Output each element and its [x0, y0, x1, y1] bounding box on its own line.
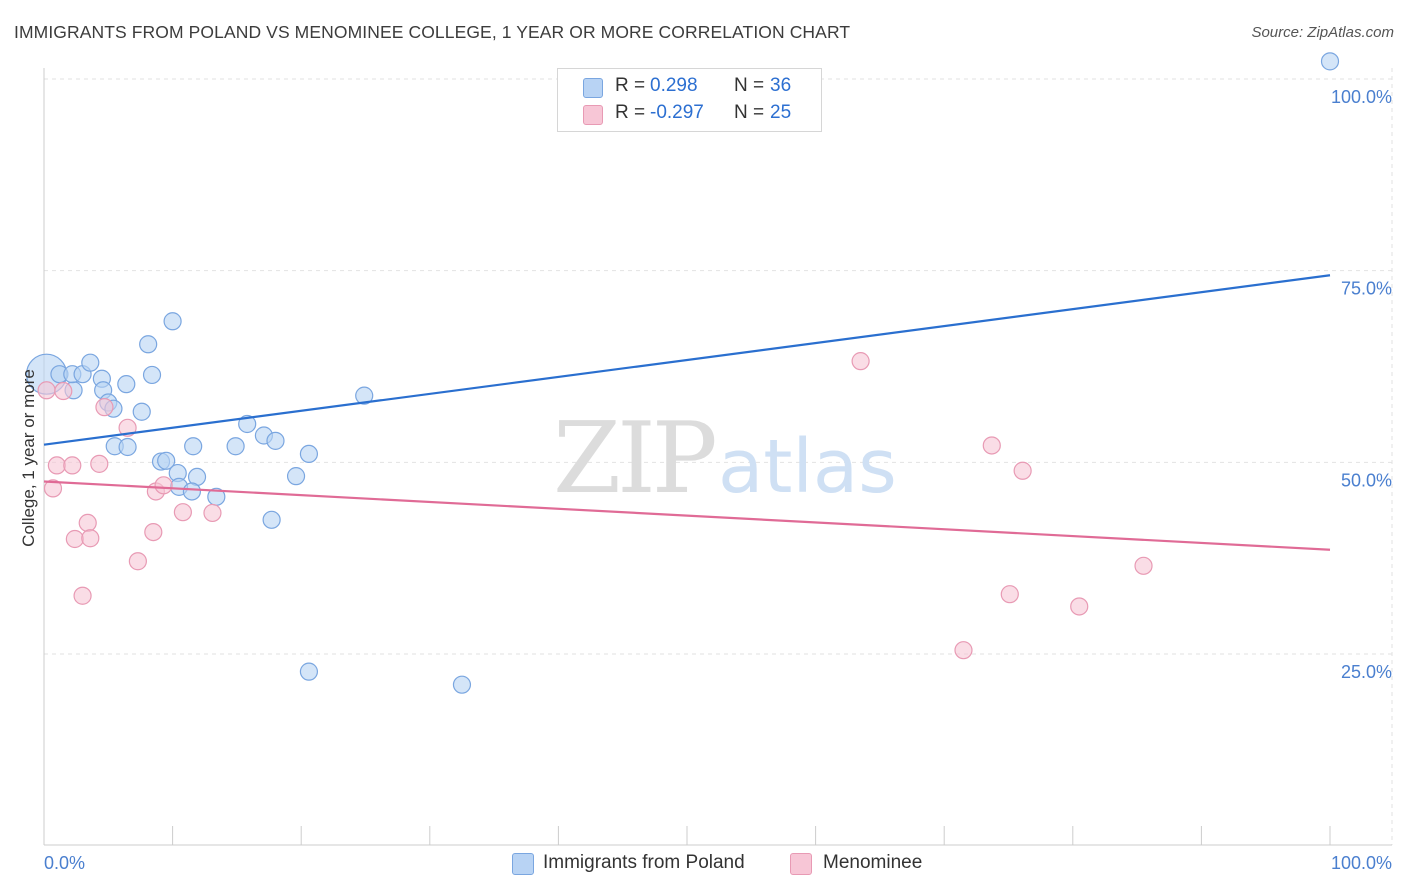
data-point-menominee — [81, 529, 100, 548]
legend-n-value: 36 — [770, 75, 792, 96]
y-tick-label: 75.0% — [1341, 279, 1392, 299]
legend-swatch-poland — [583, 78, 603, 98]
data-point-poland — [286, 467, 306, 486]
data-point-menominee — [73, 586, 92, 605]
data-point-poland — [139, 335, 158, 354]
axis-labels: College, 1 year or more 25.0% 50.0% 75.0% 1… — [19, 87, 1392, 873]
data-point-poland — [182, 482, 201, 501]
data-point-menominee — [851, 352, 870, 371]
y-tick-label: 50.0% — [1341, 470, 1392, 490]
data-point-menominee — [173, 503, 192, 522]
chart-title: IMMIGRANTS FROM POLAND VS MENOMINEE COLL… — [14, 22, 851, 42]
series-legend: Immigrants from Poland Menominee — [0, 852, 1406, 878]
axes — [43, 68, 1392, 846]
data-points — [25, 52, 1340, 694]
data-point-poland — [184, 437, 203, 456]
series-label-menominee: Menominee — [823, 852, 923, 873]
legend-swatch-menominee — [583, 105, 603, 125]
grid-lines — [44, 68, 1393, 845]
watermark-zip: ZIP — [553, 402, 715, 516]
data-point-menominee — [1070, 597, 1089, 616]
data-point-menominee — [63, 456, 82, 475]
legend-r-value: 0.298 — [650, 75, 698, 96]
legend-n-label: N = — [734, 102, 765, 123]
trend-line-poland — [43, 274, 1331, 446]
data-point-menominee — [1000, 585, 1019, 604]
data-point-menominee — [65, 529, 84, 549]
legend-n-value: 25 — [770, 102, 792, 123]
data-point-menominee — [43, 479, 63, 498]
x-tick-label: 100.0% — [1331, 853, 1392, 873]
legend-r-label: R = — [615, 102, 646, 123]
y-axis-title: College, 1 year or more — [19, 369, 38, 547]
data-point-menominee — [982, 436, 1001, 455]
data-point-poland — [163, 312, 182, 331]
data-point-menominee — [954, 641, 973, 660]
series-label-poland: Immigrants from Poland — [543, 852, 745, 873]
trend-lines — [43, 274, 1331, 551]
data-point-poland — [262, 510, 281, 529]
data-point-menominee — [78, 513, 97, 533]
data-point-poland — [299, 444, 319, 463]
data-point-menominee — [1134, 556, 1153, 575]
x-tick-label: 0.0% — [44, 853, 85, 873]
data-point-poland — [117, 375, 136, 394]
watermark: ZIP atlas — [553, 402, 897, 516]
correlation-legend: R = 0.298 N = 36 R = -0.297 N = 25 — [557, 68, 822, 132]
data-point-poland — [355, 386, 374, 405]
data-point-poland — [299, 662, 319, 681]
data-point-menominee — [54, 381, 73, 401]
data-point-menominee — [1013, 461, 1032, 480]
data-point-menominee — [37, 381, 56, 400]
data-point-poland — [81, 353, 100, 372]
y-tick-label: 25.0% — [1341, 662, 1392, 682]
series-swatch-menominee — [790, 853, 812, 875]
legend-n-label: N = — [734, 75, 765, 96]
data-point-poland — [226, 437, 245, 456]
data-point-poland — [118, 437, 137, 457]
data-point-poland — [157, 451, 176, 470]
data-point-poland — [142, 365, 162, 385]
data-point-menominee — [95, 398, 114, 417]
data-point-menominee — [144, 522, 163, 542]
data-point-poland — [238, 414, 257, 434]
watermark-atlas: atlas — [718, 424, 897, 510]
legend-r-label: R = — [615, 75, 646, 96]
data-point-poland — [452, 675, 472, 694]
data-point-poland — [132, 402, 151, 421]
trend-line-menominee — [43, 480, 1331, 551]
data-point-menominee — [47, 456, 66, 475]
source-credit: Source: ZipAtlas.com — [1251, 24, 1394, 41]
data-point-menominee — [203, 503, 222, 523]
y-tick-label: 100.0% — [1331, 87, 1392, 107]
series-swatch-poland — [512, 853, 534, 875]
data-point-poland — [1320, 52, 1340, 71]
data-point-menominee — [128, 552, 147, 571]
data-point-menominee — [90, 454, 109, 473]
data-point-poland — [266, 431, 285, 450]
data-point-menominee — [154, 476, 173, 495]
legend-r-value: -0.297 — [650, 102, 704, 123]
